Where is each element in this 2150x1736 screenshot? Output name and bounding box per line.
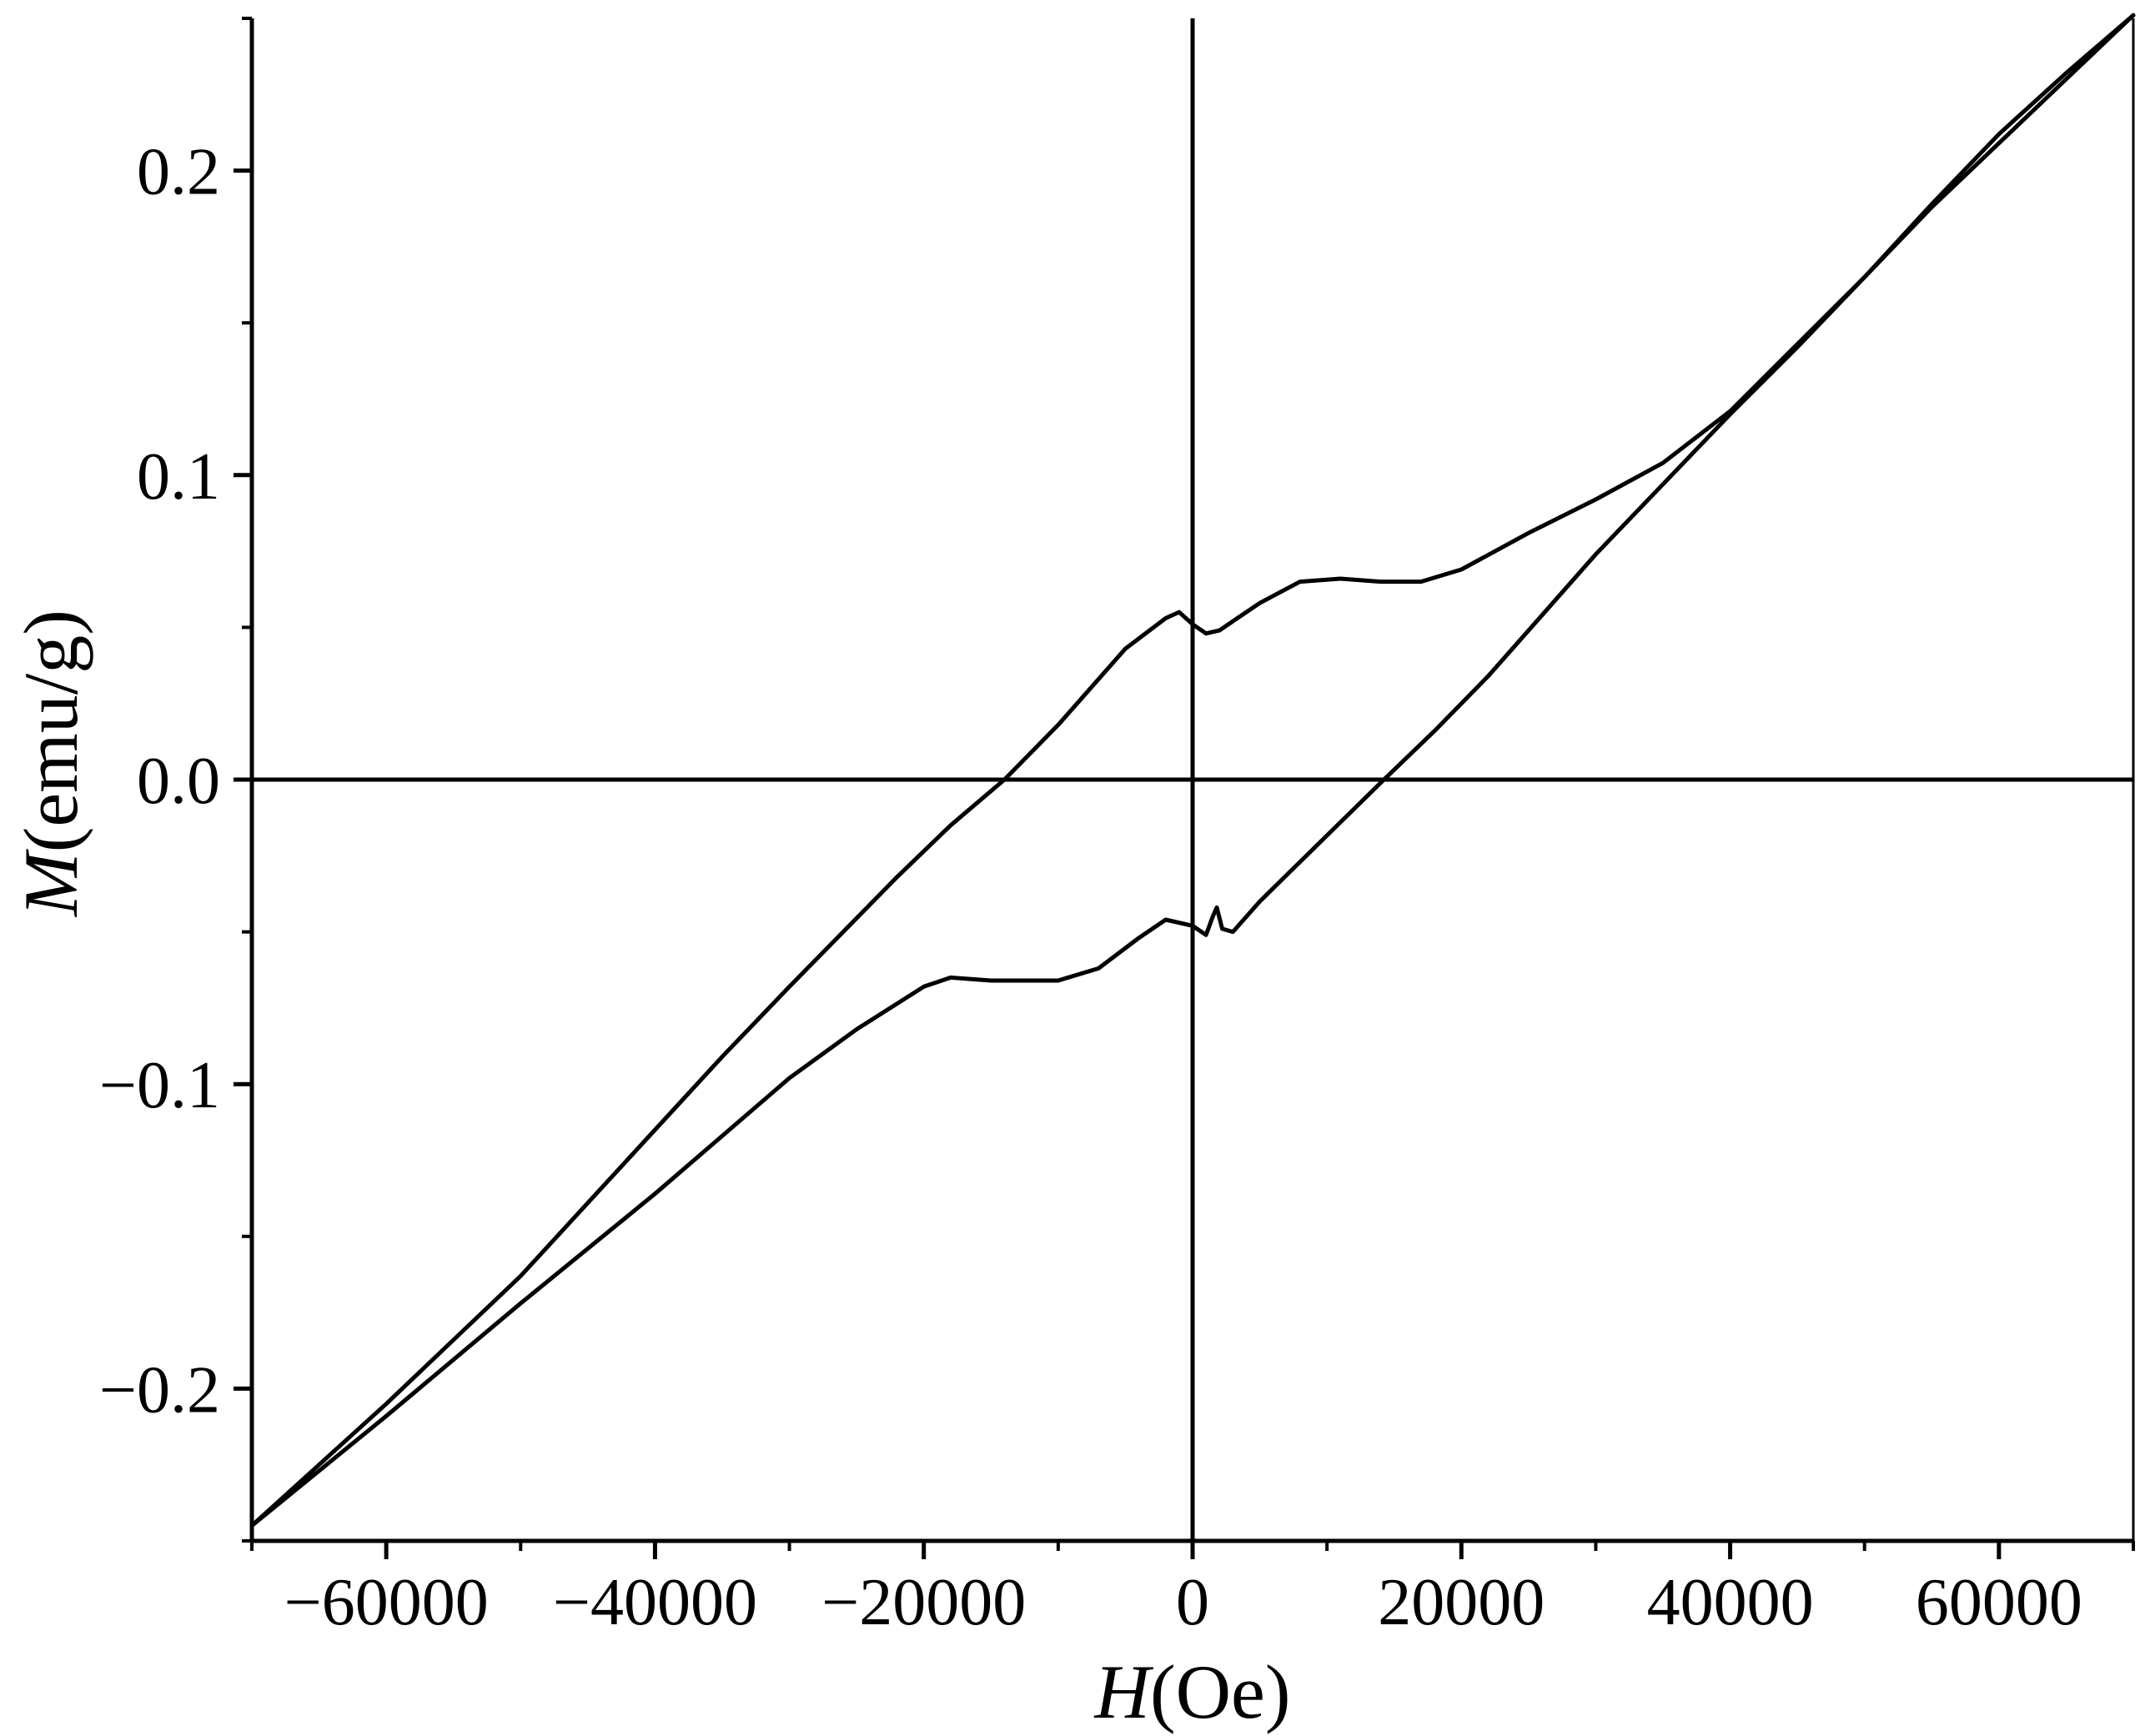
- y-axis-unit: (emu/g): [8, 610, 93, 852]
- x-tick-label: 60000: [1916, 1566, 2082, 1639]
- tick-labels: −60000 −40000 −20000 0 20000 40000 60000 −0.2 −0…: [99, 136, 2082, 1639]
- zero-lines: [252, 18, 2133, 1541]
- ticks: [234, 17, 2135, 1559]
- x-tick-label: 40000: [1647, 1566, 1814, 1639]
- x-tick-label: −40000: [553, 1566, 757, 1639]
- y-tick-label: −0.2: [99, 1353, 220, 1427]
- x-tick-label: 0: [1176, 1566, 1209, 1639]
- series-layer: [249, 13, 2136, 1528]
- descending-branch-line: [249, 13, 2136, 1528]
- y-tick-label: 0.2: [137, 136, 220, 209]
- y-tick-label: 0.0: [137, 745, 220, 818]
- y-axis-symbol: M: [8, 849, 93, 918]
- y-tick-label: 0.1: [137, 440, 220, 514]
- x-tick-label: −60000: [284, 1566, 489, 1639]
- x-axis-symbol: H: [1094, 1649, 1154, 1734]
- y-tick-label: −0.1: [99, 1049, 220, 1122]
- x-tick-label: −20000: [821, 1566, 1026, 1639]
- y-axis-title: M(emu/g): [8, 610, 93, 918]
- x-axis-title: H(Oe): [1094, 1649, 1291, 1734]
- ascending-branch-line: [249, 13, 2136, 1528]
- x-axis-unit: (Oe): [1150, 1649, 1291, 1734]
- x-tick-label: 20000: [1378, 1566, 1545, 1639]
